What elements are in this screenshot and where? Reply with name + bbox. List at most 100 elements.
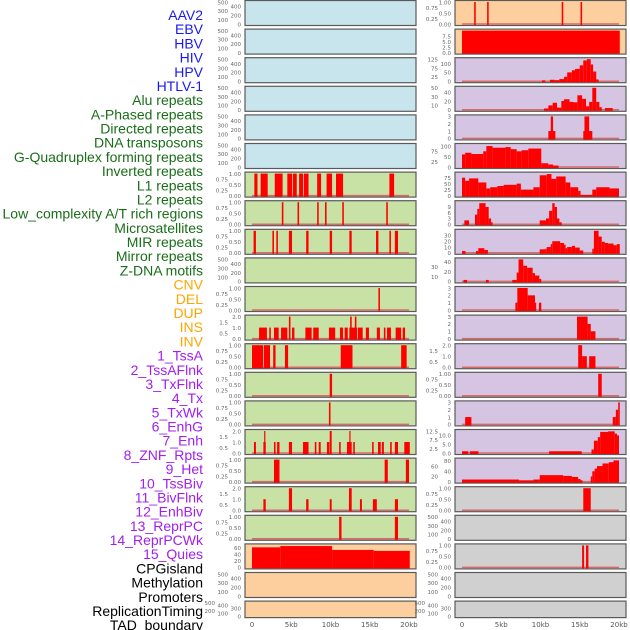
y-tick-label: 20	[431, 475, 438, 481]
y-tick-label: 25	[444, 188, 451, 194]
data-bar	[483, 151, 487, 168]
y-tick-label: 50	[444, 71, 451, 77]
data-bar	[559, 222, 562, 226]
data-bar	[491, 222, 493, 226]
data-bar	[306, 230, 309, 254]
y-tick-label: 0.25	[216, 246, 229, 252]
data-bar	[597, 466, 603, 483]
data-bar	[579, 250, 584, 254]
y-tick-label: 400	[231, 148, 242, 154]
data-bar	[546, 247, 551, 254]
panel-background	[244, 514, 417, 541]
y-tick-label: 200	[415, 609, 426, 615]
data-bar	[565, 248, 568, 254]
data-bar	[354, 316, 357, 340]
data-bar	[617, 435, 619, 454]
y-tick-label: 0.25	[426, 503, 439, 509]
data-bar	[601, 241, 605, 254]
data-bar	[339, 516, 342, 540]
y-tick-label: 0	[448, 280, 452, 286]
y-tick-label: 0	[238, 165, 242, 171]
panel-background	[244, 600, 417, 619]
track-panel-right-3: 0 10 20 30 40 50	[431, 85, 627, 114]
y-tick-label: 400	[231, 262, 242, 268]
y-tick-label: 100	[218, 75, 229, 81]
y-tick-label: 0.00	[229, 194, 242, 200]
data-bar	[254, 173, 258, 197]
y-tick-label: 0.25	[216, 217, 229, 223]
track-label: Low_complexity A/T rich regions	[3, 206, 204, 222]
data-bar	[587, 323, 591, 340]
track-label: Z-DNA motifs	[120, 262, 203, 278]
panel-background	[244, 571, 417, 599]
y-tick-label: 1.5	[429, 349, 438, 355]
y-tick-label: 10	[431, 104, 438, 110]
data-bar	[465, 417, 472, 426]
data-bar	[390, 442, 392, 454]
track-panel-right-19: 0.000.250.500.751.00	[426, 543, 627, 572]
y-tick-label: 0.00	[439, 509, 452, 515]
data-bar	[465, 180, 470, 197]
data-bar	[344, 327, 348, 340]
data-bar	[548, 164, 554, 168]
y-tick-label: 300	[218, 124, 229, 130]
y-tick-label: 500	[218, 0, 229, 6]
y-tick-label: 100	[441, 62, 452, 68]
data-bar	[299, 173, 304, 197]
data-bar	[474, 2, 476, 25]
y-tick-label: 0.50	[229, 526, 242, 532]
y-tick-label: 0.50	[229, 383, 242, 389]
y-tick-label: 0.25	[216, 474, 229, 480]
y-tick-label: 0.25	[426, 389, 439, 395]
data-bar	[503, 184, 517, 197]
y-tick-label: 400	[231, 62, 242, 68]
y-tick-label: 0	[448, 537, 452, 543]
data-bar	[527, 267, 533, 283]
y-tick-label: 0.75	[426, 378, 439, 384]
panel-background	[244, 114, 417, 141]
y-tick-label: 0.00	[439, 394, 452, 400]
y-tick-label: 1.00	[229, 515, 242, 521]
y-tick-label: 300	[218, 66, 229, 72]
x-tick-label: 15kb	[571, 621, 589, 629]
data-bar	[609, 188, 619, 197]
y-tick-label: 1.00	[229, 286, 242, 292]
data-bar	[314, 442, 317, 454]
data-bar	[549, 79, 555, 83]
data-bar	[471, 154, 484, 168]
panel-background	[244, 257, 417, 284]
data-bar	[569, 101, 574, 111]
y-tick-label: 100	[428, 533, 439, 539]
y-tick-label: 100	[218, 612, 229, 618]
y-tick-label: 500	[218, 258, 229, 264]
track-panel-left-13: 0.000.250.500.751.00	[216, 371, 417, 400]
data-bar	[608, 462, 614, 483]
data-bar	[613, 460, 619, 483]
data-bar	[462, 177, 466, 197]
panel-background	[244, 142, 417, 170]
track-panel-right-9: 0 10 20 30 40	[431, 257, 627, 286]
y-tick-label: 0.0	[442, 451, 451, 457]
data-bar	[252, 547, 281, 569]
y-tick-label: 0.0	[442, 51, 451, 57]
track-label: 8_ZNF_Rpts	[124, 447, 203, 463]
data-bar	[264, 431, 266, 454]
y-tick-label: 0.50	[229, 183, 242, 189]
data-bar	[329, 230, 333, 254]
data-bar	[326, 442, 330, 454]
y-tick-label: 2.0	[442, 344, 451, 350]
y-tick-label: 1.00	[439, 372, 452, 378]
track-label: CPGisland	[136, 560, 203, 576]
y-tick-label: 0.75	[216, 463, 229, 469]
data-bar	[281, 327, 288, 340]
data-bar	[552, 203, 555, 226]
data-bar	[554, 206, 557, 226]
y-tick-label: 40	[444, 260, 451, 266]
track-panel-left-16: 0.000.250.500.751.00	[216, 457, 417, 486]
y-tick-label: 500	[218, 58, 229, 64]
y-tick-label: 300	[441, 606, 452, 612]
